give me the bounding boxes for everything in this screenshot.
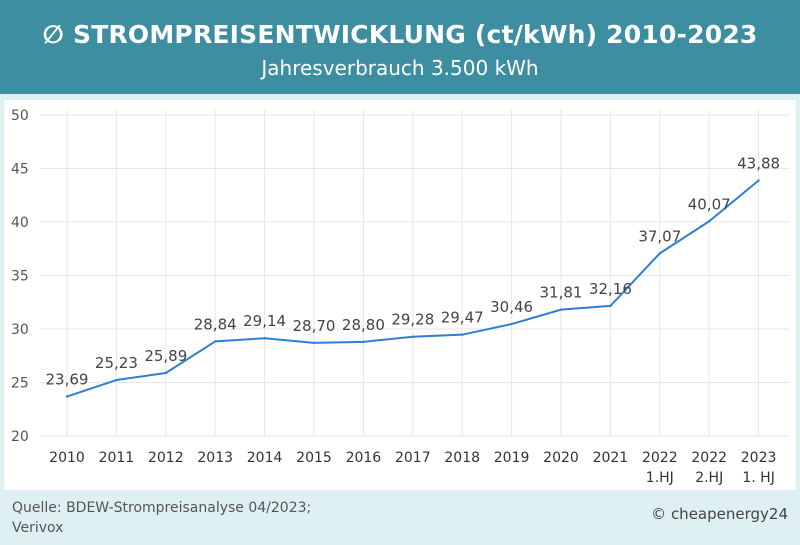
copyright-text: © cheapenergy24	[651, 505, 788, 523]
x-tick-label-12: 2022	[642, 450, 678, 466]
data-point-12	[658, 252, 661, 255]
y-tick-label-50: 50	[11, 108, 29, 124]
chart-subtitle: Jahresverbrauch 3.500 kWh	[261, 56, 539, 80]
x-tick-label-1: 2011	[99, 450, 135, 466]
data-label-12: 37,07	[638, 227, 681, 245]
data-label-11: 32,16	[589, 280, 632, 298]
x-tick-label-10: 2020	[543, 450, 579, 466]
data-point-11	[609, 304, 612, 308]
x-tick-label-11: 2021	[593, 450, 629, 466]
data-label-4: 29,14	[243, 312, 286, 330]
x-tick-label-12-sub: 1.HJ	[646, 470, 674, 486]
y-tick-label-30: 30	[11, 322, 29, 338]
x-tick-label-9: 2019	[494, 450, 530, 466]
source-line-1: Quelle: BDEW-Strompreisanalyse 04/2023;	[12, 500, 312, 516]
x-tick-label-8: 2018	[444, 450, 480, 466]
data-label-13: 40,07	[688, 195, 731, 213]
x-tick-label-14: 2023	[741, 450, 777, 466]
data-point-9	[510, 322, 513, 326]
data-point-7	[411, 335, 414, 338]
data-point-4	[263, 337, 266, 340]
data-point-14	[757, 179, 760, 182]
header-banner: ∅ STROMPREISENTWICKLUNG (ct/kWh) 2010-20…	[0, 0, 800, 94]
x-tick-label-13: 2022	[691, 450, 727, 466]
plot-area	[4, 100, 796, 490]
data-point-3	[214, 340, 217, 343]
data-point-6	[362, 340, 365, 344]
y-tick-label-40: 40	[11, 215, 29, 231]
y-tick-label-35: 35	[11, 269, 29, 285]
x-tick-label-4: 2014	[247, 450, 283, 466]
data-point-10	[559, 308, 563, 311]
y-tick-label-25: 25	[11, 376, 29, 392]
data-label-6: 28,80	[342, 316, 385, 334]
data-label-0: 23,69	[46, 371, 89, 389]
data-label-1: 25,23	[95, 354, 138, 372]
data-label-10: 31,81	[540, 284, 583, 302]
data-label-2: 25,89	[144, 347, 187, 365]
chart-title: ∅ STROMPREISENTWICKLUNG (ct/kWh) 2010-20…	[42, 20, 758, 49]
y-tick-label-20: 20	[11, 429, 29, 445]
data-point-1	[115, 378, 118, 382]
source-line-2: Verivox	[12, 520, 64, 536]
data-label-7: 29,28	[391, 311, 434, 329]
data-label-5: 28,70	[293, 317, 336, 335]
data-label-8: 29,47	[441, 309, 484, 327]
data-point-2	[164, 371, 167, 375]
data-point-13	[708, 220, 711, 223]
data-point-5	[312, 341, 316, 345]
data-label-3: 28,84	[194, 315, 237, 333]
x-tick-label-0: 2010	[49, 450, 85, 466]
data-point-8	[461, 333, 464, 336]
x-tick-label-7: 2017	[395, 450, 431, 466]
x-tick-label-3: 2013	[197, 450, 233, 466]
x-tick-label-14-sub: 1. HJ	[742, 470, 774, 486]
x-tick-label-13-sub: 2.HJ	[695, 470, 723, 486]
y-tick-label-45: 45	[11, 162, 29, 178]
data-label-14: 43,88	[737, 154, 780, 172]
data-point-0	[65, 395, 69, 398]
source-note: Quelle: BDEW-Strompreisanalyse 04/2023; …	[12, 498, 311, 538]
x-tick-label-2: 2012	[148, 450, 184, 466]
x-tick-label-6: 2016	[346, 450, 382, 466]
x-tick-label-5: 2015	[296, 450, 332, 466]
data-label-9: 30,46	[490, 298, 533, 316]
